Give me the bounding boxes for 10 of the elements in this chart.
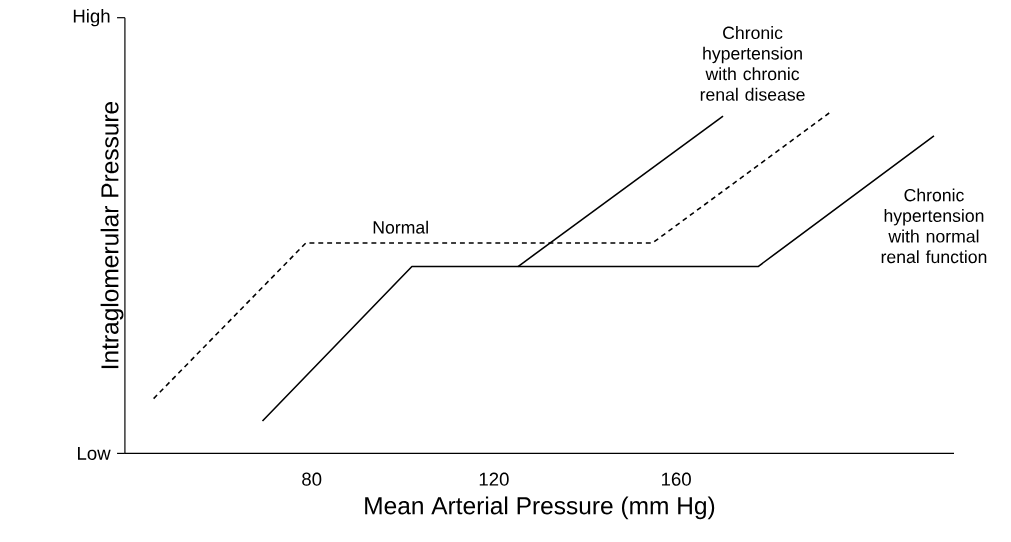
text: High — [73, 9, 110, 27]
x-tick-label: 120 — [479, 472, 509, 486]
series-label: Chronic hypertension with chronic renal disease — [700, 26, 805, 101]
y-axis-title: Intraglomerular Pressure — [100, 101, 124, 369]
text: Low — [78, 446, 111, 460]
series-label: Chronic hypertension with normal renal function — [881, 188, 987, 264]
series-label: Normal — [373, 220, 428, 234]
x-tick-label: 160 — [662, 472, 691, 486]
x-tick-label: 80 — [302, 472, 322, 486]
x-axis-title: Mean Arterial Pressure (mm Hg) — [365, 496, 715, 520]
